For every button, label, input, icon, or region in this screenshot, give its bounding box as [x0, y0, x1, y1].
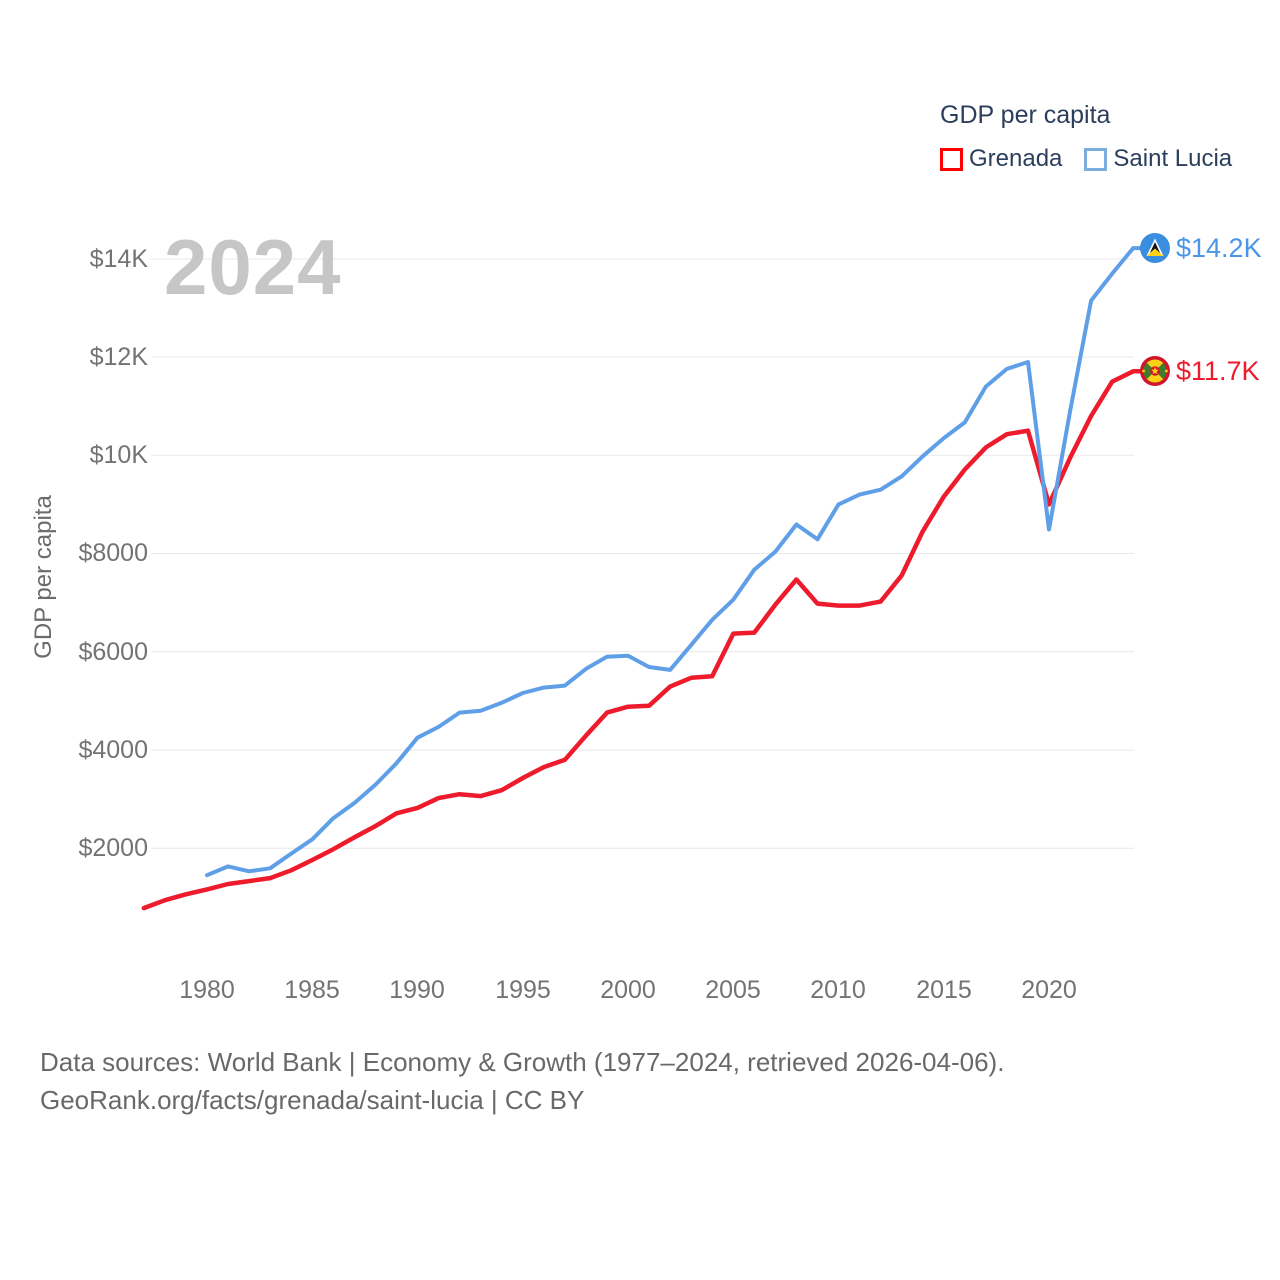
y-tick-4000: $4000 — [78, 736, 148, 764]
x-tick-2010: 2010 — [810, 976, 866, 1004]
y-tick-10k: $10K — [89, 441, 148, 469]
grenada-legend-swatch-icon[interactable] — [940, 147, 963, 171]
y-tick-2000: $2000 — [78, 834, 148, 862]
series-line-grenada[interactable] — [141, 369, 1144, 911]
y-tick-14k: $14K — [89, 245, 148, 273]
saint-lucia-flag-icon — [1140, 233, 1170, 263]
x-tick-1980: 1980 — [179, 976, 235, 1004]
y-tick-6000: $6000 — [78, 638, 148, 666]
x-tick-2005: 2005 — [705, 976, 761, 1004]
legend-item-saint-lucia[interactable]: Saint Lucia — [1113, 145, 1233, 172]
x-tick-1990: 1990 — [389, 976, 445, 1004]
x-tick-1985: 1985 — [284, 976, 340, 1004]
legend-title: GDP per capita — [940, 101, 1111, 129]
footer-attribution: GeoRank.org/facts/grenada/saint-lucia | … — [40, 1085, 585, 1115]
footer-data-sources: Data sources: World Bank | Economy & Gro… — [40, 1047, 1005, 1077]
chart-legend: GDP per capita Grenada Saint Lucia — [940, 101, 1232, 173]
x-tick-1995: 1995 — [495, 976, 551, 1004]
series-line-saint-lucia[interactable] — [205, 246, 1143, 878]
legend-item-grenada[interactable]: Grenada — [969, 145, 1063, 172]
saint-lucia-legend-swatch-icon[interactable] — [1084, 147, 1108, 171]
x-tick-2015: 2015 — [916, 976, 972, 1004]
year-watermark: 2024 — [164, 223, 342, 311]
y-axis-title: GDP per capita — [30, 495, 57, 659]
saint-lucia-end-value: $14.2K — [1176, 233, 1262, 263]
x-tick-2000: 2000 — [600, 976, 656, 1004]
grenada-flag-icon — [1140, 356, 1170, 386]
grenada-end-value: $11.7K — [1176, 356, 1260, 386]
y-tick-12k: $12K — [89, 343, 148, 371]
x-tick-2020: 2020 — [1021, 976, 1077, 1004]
y-tick-8000: $8000 — [78, 539, 148, 567]
